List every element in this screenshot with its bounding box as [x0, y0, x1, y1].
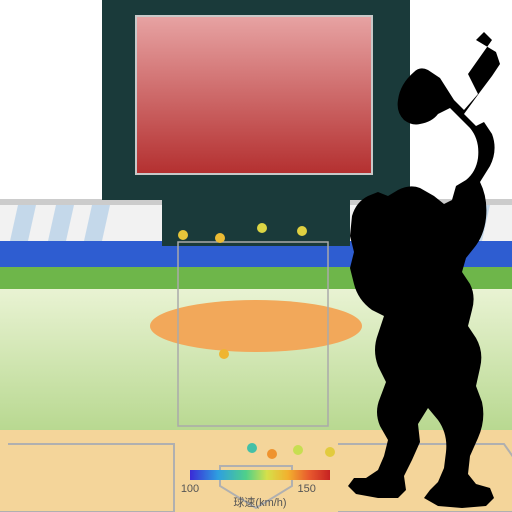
legend-tick-label: 150 — [297, 483, 315, 495]
pitch-marker — [297, 226, 307, 236]
pitch-marker — [215, 233, 225, 243]
speed-legend-bar — [190, 470, 330, 480]
pitch-marker — [247, 443, 257, 453]
pitchers-mound — [150, 300, 362, 352]
pitch-marker — [178, 230, 188, 240]
pitch-marker — [293, 445, 303, 455]
pitch-marker — [325, 447, 335, 457]
pitch-marker — [267, 449, 277, 459]
pitch-location-diagram: 100 150 球速(km/h) — [0, 0, 512, 512]
legend-tick-label: 100 — [181, 483, 199, 495]
pitch-marker — [219, 349, 229, 359]
legend-title: 球速(km/h) — [233, 495, 286, 509]
scoreboard-screen — [136, 16, 372, 174]
pitch-marker — [257, 223, 267, 233]
